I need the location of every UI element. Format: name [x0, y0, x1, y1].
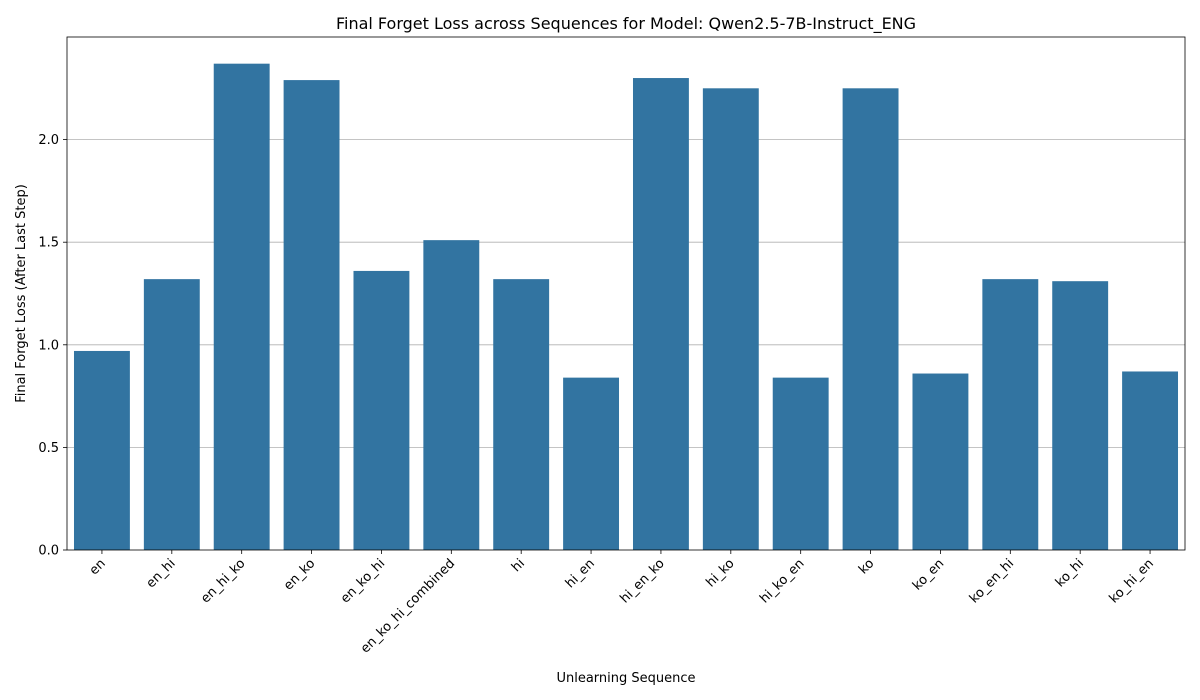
bar-hi_en_ko — [632, 78, 689, 550]
y-tick-label: 0.0 — [38, 544, 59, 559]
x-tick-label: hi — [509, 556, 528, 575]
bar-en_hi — [143, 279, 200, 550]
x-axis-label: Unlearning Sequence — [556, 671, 695, 686]
y-tick-label: 2.0 — [38, 133, 59, 148]
bar-ko — [842, 88, 899, 551]
x-tick-label: en_ko — [281, 556, 318, 593]
x-tick-label: ko_hi_en — [1107, 556, 1157, 606]
bar-hi_ko_en — [772, 377, 829, 550]
x-tick-label: ko_en_hi — [967, 556, 1017, 606]
bar-hi — [493, 279, 550, 550]
x-tick-label: ko — [856, 556, 877, 577]
bar-ko_en_hi — [982, 279, 1039, 550]
y-tick-label: 0.5 — [38, 441, 59, 456]
axes — [66, 36, 1186, 551]
bar-ko_hi_en — [1122, 371, 1179, 550]
x-tick-label: en_hi — [144, 556, 179, 591]
chart-title: Final Forget Loss across Sequences for M… — [336, 14, 916, 34]
x-tick-label: en — [87, 556, 109, 578]
x-ticks: en en_hi en_hi_ko en_ko en_ko_hien_ko_hi_com… — [87, 550, 1157, 656]
x-tick-label: hi_ko — [703, 556, 737, 590]
axes-frame — [66, 36, 1186, 551]
bar-ko_hi — [1052, 281, 1109, 550]
y-tick-label: 1.5 — [38, 236, 59, 251]
bar-ko_en — [912, 373, 969, 550]
bar-en_ko — [283, 80, 340, 550]
y-tick-label: 1.0 — [38, 338, 59, 353]
x-tick-label: hi_en — [563, 556, 598, 591]
bar-en — [73, 350, 130, 550]
bar-hi_en — [563, 377, 620, 550]
bar-en_ko_hi — [353, 270, 410, 550]
x-tick-label: en_hi_ko — [198, 556, 248, 606]
x-tick-label: ko_en — [910, 556, 947, 593]
x-tick-label: en_ko_hi — [338, 556, 388, 606]
y-axis-label: Final Forget Loss (After Last Step) — [14, 184, 29, 403]
bar-en_ko_hi_combined — [423, 240, 480, 550]
bars — [73, 63, 1179, 551]
bar-en_hi_ko — [213, 63, 270, 551]
bar-hi_ko — [702, 88, 759, 551]
x-tick-label: hi_en_ko — [617, 556, 667, 606]
y-ticks: 0.0 0.5 1.0 1.5 2.0 — [38, 133, 67, 559]
x-tick-label: ko_hi — [1053, 556, 1087, 590]
x-tick-label: hi_ko_en — [757, 556, 807, 606]
